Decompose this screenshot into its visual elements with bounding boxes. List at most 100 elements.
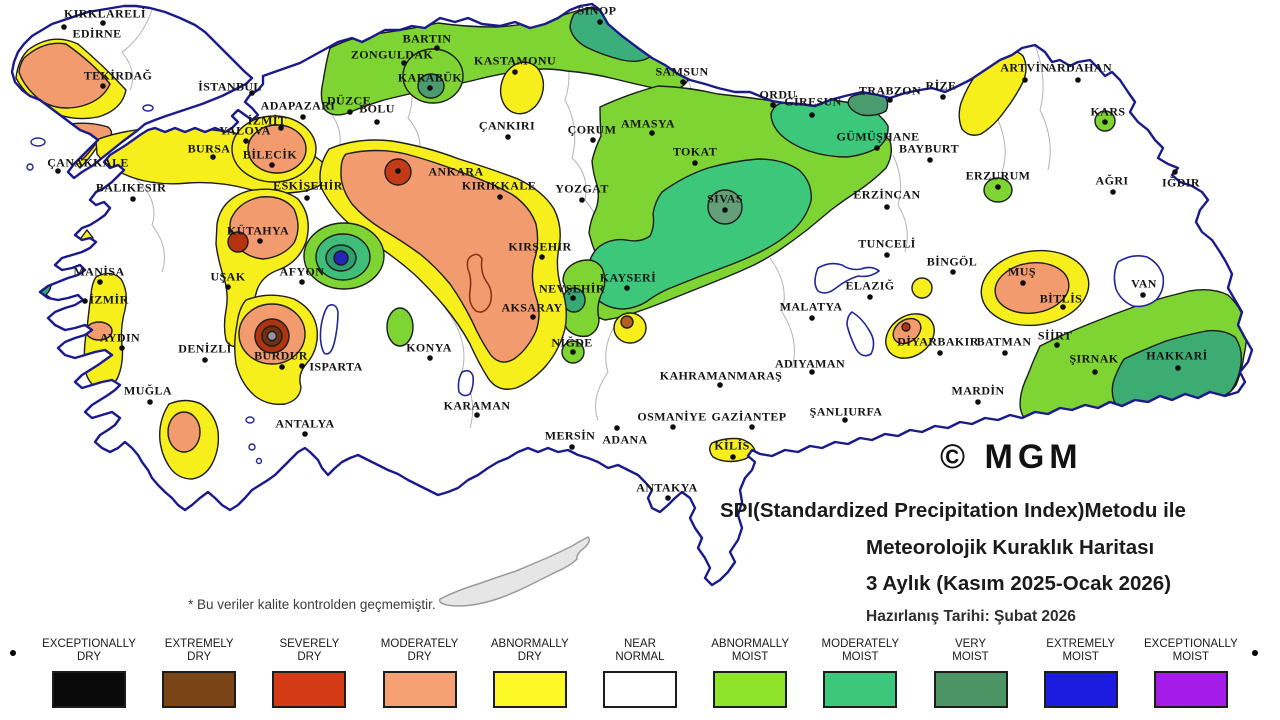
city-label: KIRŞEHİR xyxy=(508,240,571,254)
legend-color-swatch xyxy=(933,671,1008,708)
city-dot xyxy=(692,160,698,166)
city-dot xyxy=(1175,365,1181,371)
legend-item-label: EXTREMELY MOIST xyxy=(1046,638,1116,663)
legend-item-label: SEVERELY DRY xyxy=(279,638,340,663)
city-dot xyxy=(401,60,407,66)
city-label: MUĞLA xyxy=(124,384,172,398)
city-dot xyxy=(512,69,518,75)
city-dot xyxy=(427,355,433,361)
city-dot xyxy=(1140,292,1146,298)
cities-layer: KIRKLARELİ EDİRNE TEKİRDAĞ İSTANBUL ADAPAZAR… xyxy=(47,4,1207,501)
city-label: KARABÜK xyxy=(398,71,462,85)
city-dot xyxy=(842,417,848,423)
city-dot xyxy=(249,90,255,96)
city-dot xyxy=(1092,369,1098,375)
city-dot xyxy=(505,134,511,140)
city-label: DİYARBAKIR xyxy=(897,335,979,349)
city-label: YOZGAT xyxy=(555,182,609,196)
city-label: KIRKLARELİ xyxy=(64,7,146,21)
city-dot xyxy=(374,119,380,125)
city-label: MANİSA xyxy=(73,265,124,279)
city-label: ARDAHAN xyxy=(1048,61,1112,75)
legend-color-swatch xyxy=(602,671,677,708)
city-dot xyxy=(427,85,433,91)
city-label: AFYON xyxy=(280,265,325,279)
city-label: ANKARA xyxy=(428,165,483,179)
city-dot xyxy=(497,194,503,200)
city-label: UŞAK xyxy=(211,270,246,284)
legend-item-label: VERY MOIST xyxy=(952,638,989,663)
city-label: ŞANLIURFA xyxy=(810,405,883,419)
city-label: RİZE xyxy=(926,79,957,93)
city-dot xyxy=(590,137,596,143)
title-block: © MGM SPI(Standardized Precipitation Ind… xyxy=(188,438,1186,625)
city-dot xyxy=(61,24,67,30)
city-dot xyxy=(119,345,125,351)
city-label: ANTAKYA xyxy=(636,481,697,495)
city-label: ŞIRNAK xyxy=(1069,352,1118,366)
city-dot xyxy=(614,425,620,431)
city-dot xyxy=(884,204,890,210)
city-label: KAHRAMANMARAŞ xyxy=(660,369,783,383)
city-dot xyxy=(1102,119,1108,125)
city-label: EDİRNE xyxy=(72,27,121,41)
city-label: BİLECİK xyxy=(243,148,297,162)
city-dot xyxy=(300,114,306,120)
city-label: BARTIN xyxy=(403,32,452,46)
city-label: ÇANKIRI xyxy=(479,119,535,133)
city-label: İZMİR xyxy=(89,293,128,307)
city-label: SİVAS xyxy=(707,192,743,206)
city-dot xyxy=(97,279,103,285)
city-label: NİĞDE xyxy=(551,336,592,350)
city-dot xyxy=(995,184,1001,190)
legend-item: ABNORMALLY MOIST xyxy=(695,638,805,720)
city-label: SİİRT xyxy=(1038,329,1072,343)
legend-item: EXTREMELY MOIST xyxy=(1026,638,1136,720)
city-dot xyxy=(1002,350,1008,356)
city-label: ADIYAMAN xyxy=(775,357,845,371)
city-label: BALIKESİR xyxy=(96,181,166,195)
city-dot xyxy=(749,424,755,430)
city-dot xyxy=(887,97,893,103)
city-label: ERZİNCAN xyxy=(853,188,920,202)
city-label: ARTVİN xyxy=(1000,61,1049,75)
city-label: BİNGÖL xyxy=(927,255,977,269)
legend-color-swatch xyxy=(492,671,567,708)
city-label: ELAZIĞ xyxy=(845,279,894,293)
city-dot xyxy=(539,254,545,260)
legend-item: SEVERELY DRY xyxy=(254,638,364,720)
city-dot xyxy=(82,298,88,304)
city-label: ESKİŞEHİR xyxy=(273,179,343,193)
city-label: ÇANAKKALE xyxy=(47,156,129,170)
city-dot xyxy=(100,83,106,89)
legend-item: MODERATELY DRY xyxy=(365,638,475,720)
city-dot xyxy=(202,357,208,363)
cyprus-outline xyxy=(438,536,591,607)
city-dot xyxy=(210,154,216,160)
city-label: ERZURUM xyxy=(966,169,1031,183)
city-dot xyxy=(278,125,284,131)
legend-item: MODERATELY MOIST xyxy=(805,638,915,720)
city-dot xyxy=(975,399,981,405)
coastline xyxy=(10,2,1254,587)
legend-item-label: EXCEPTIONALLY DRY xyxy=(42,638,136,663)
city-dot xyxy=(624,285,630,291)
city-label: ÇORUM xyxy=(568,123,617,137)
city-label: MUŞ xyxy=(1008,265,1036,279)
city-label: GÜMÜŞHANE xyxy=(837,130,920,144)
city-dot xyxy=(570,349,576,355)
city-label: KONYA xyxy=(406,341,452,355)
city-dot xyxy=(299,363,305,369)
city-dot xyxy=(434,45,440,51)
city-dot xyxy=(395,168,401,174)
city-label: BURDUR xyxy=(254,349,308,363)
city-dot xyxy=(1060,304,1066,310)
city-dot xyxy=(269,162,275,168)
city-label: YALOVA xyxy=(219,124,271,138)
legend-item: EXCEPTIONALLY MOIST xyxy=(1136,638,1246,720)
city-dot xyxy=(680,79,686,85)
city-label: TOKAT xyxy=(673,145,717,159)
city-dot xyxy=(100,20,106,26)
city-dot xyxy=(279,364,285,370)
city-dot xyxy=(243,138,249,144)
